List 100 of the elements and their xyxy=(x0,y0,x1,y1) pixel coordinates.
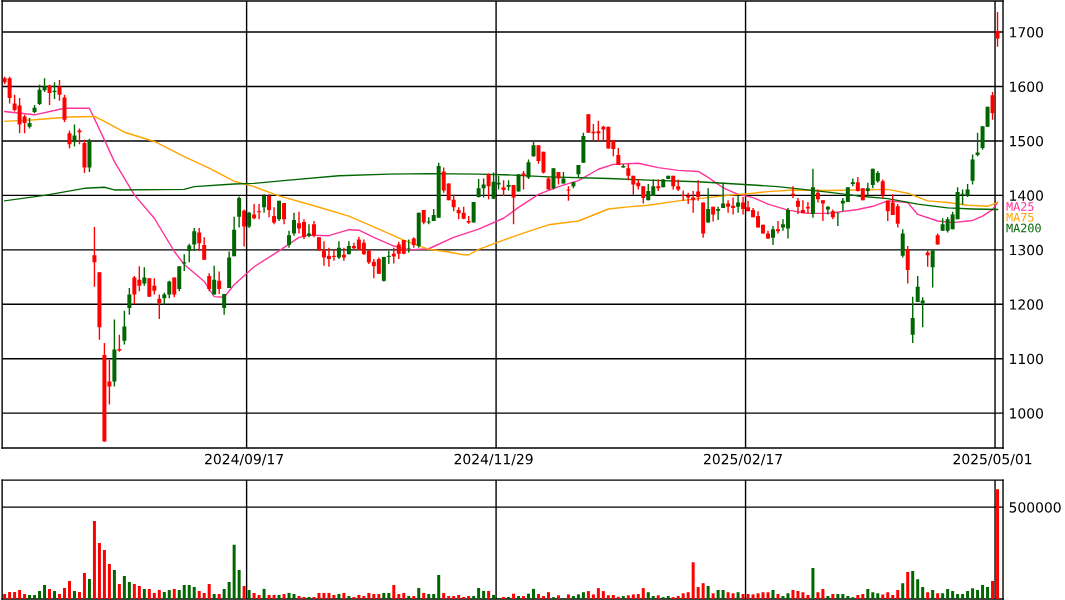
bar xyxy=(237,569,241,599)
candlestick xyxy=(681,189,686,202)
bar xyxy=(267,594,271,599)
bar xyxy=(402,592,406,599)
bar xyxy=(541,596,545,599)
bar xyxy=(67,580,71,599)
bar xyxy=(282,594,286,599)
bar xyxy=(72,590,76,599)
bar xyxy=(462,596,466,599)
bar xyxy=(916,579,920,599)
bar xyxy=(392,585,396,599)
candlestick xyxy=(7,76,12,105)
bar xyxy=(427,594,431,599)
bar xyxy=(212,594,216,599)
y-tick-label: 1500 xyxy=(1010,135,1043,147)
bar xyxy=(342,592,346,599)
candlestick xyxy=(252,203,257,221)
bar xyxy=(666,596,670,599)
bar xyxy=(277,594,281,599)
bar xyxy=(167,589,171,599)
candlestick xyxy=(257,203,262,221)
bar xyxy=(82,572,86,599)
bar xyxy=(18,589,22,599)
candlestick xyxy=(331,248,336,262)
bar xyxy=(601,591,605,599)
x-tick-label: 2024/11/29 xyxy=(454,453,533,466)
bar xyxy=(217,594,221,599)
bar xyxy=(33,594,37,599)
bar xyxy=(287,592,291,599)
bar xyxy=(901,583,905,599)
bar xyxy=(102,549,106,599)
bar xyxy=(721,589,725,599)
bar xyxy=(556,595,560,599)
bar xyxy=(437,574,441,599)
bar xyxy=(417,587,421,599)
bar xyxy=(397,594,401,599)
bar xyxy=(337,594,341,599)
bar xyxy=(322,592,326,599)
bar xyxy=(3,594,7,599)
bar xyxy=(841,594,845,599)
bar xyxy=(472,596,476,599)
bar xyxy=(781,596,785,599)
bar xyxy=(976,589,980,599)
bar xyxy=(142,588,146,599)
candlestick xyxy=(242,208,247,248)
bar xyxy=(347,596,351,599)
bar xyxy=(43,585,47,599)
bar xyxy=(646,592,650,599)
bar xyxy=(931,589,935,599)
bar xyxy=(596,588,600,599)
candlestick xyxy=(282,202,287,225)
bar xyxy=(122,576,126,599)
bar xyxy=(13,592,17,599)
bar xyxy=(921,587,925,599)
candlestick xyxy=(157,293,162,320)
candlestick xyxy=(177,265,182,292)
bar xyxy=(147,588,151,599)
bar xyxy=(457,594,461,599)
candlestick xyxy=(785,207,790,240)
bar xyxy=(746,594,750,599)
bar xyxy=(222,588,226,599)
candlestick xyxy=(476,178,481,199)
bar xyxy=(766,592,770,599)
candlestick xyxy=(716,206,721,221)
bar xyxy=(801,592,805,599)
bar xyxy=(527,593,531,599)
candlestick xyxy=(147,277,152,298)
bar xyxy=(861,594,865,599)
bar xyxy=(117,583,121,599)
bar xyxy=(761,592,765,599)
candlestick xyxy=(37,84,42,106)
y-tick-label: 1400 xyxy=(1010,190,1043,201)
bar xyxy=(23,594,27,599)
bar xyxy=(946,588,950,599)
y-tick-label: 500000 xyxy=(1009,502,1061,513)
bar xyxy=(896,589,900,599)
bar xyxy=(412,596,416,599)
candlestick xyxy=(142,266,147,287)
candlestick xyxy=(192,227,197,252)
bar xyxy=(966,591,970,599)
bar xyxy=(876,593,880,599)
candlestick xyxy=(127,287,132,316)
bar xyxy=(806,594,810,599)
bar xyxy=(137,585,141,599)
bar xyxy=(327,592,331,599)
bar xyxy=(871,592,875,599)
bar xyxy=(936,593,940,599)
bar xyxy=(866,588,870,599)
bar xyxy=(112,569,116,599)
bar xyxy=(127,581,131,599)
candlestick xyxy=(975,132,980,157)
bar xyxy=(422,592,426,599)
bar xyxy=(442,592,446,599)
bar xyxy=(467,596,471,599)
candlestick xyxy=(132,275,137,305)
bar xyxy=(816,592,820,599)
bar xyxy=(177,589,181,599)
bar xyxy=(377,594,381,599)
series-label: MA200 xyxy=(1006,223,1041,233)
bar xyxy=(586,591,590,599)
